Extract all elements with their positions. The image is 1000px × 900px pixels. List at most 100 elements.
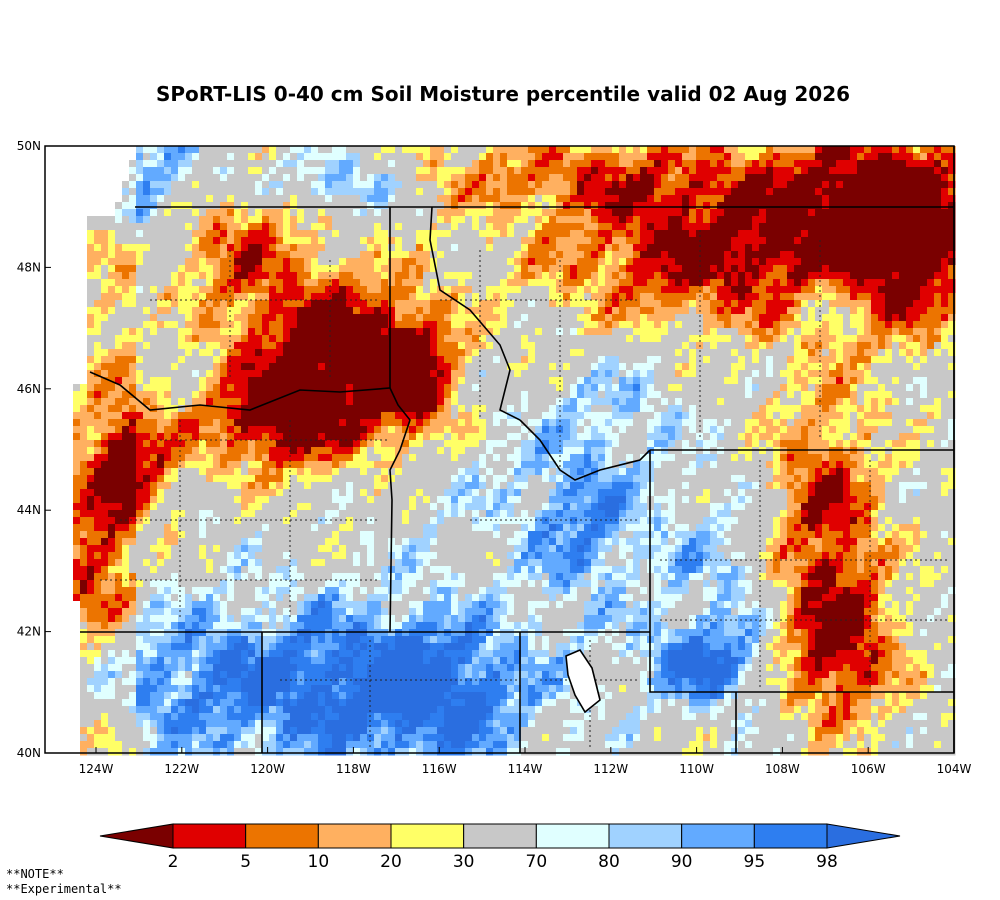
map-cell bbox=[430, 230, 438, 238]
map-cell bbox=[941, 300, 949, 308]
map-cell bbox=[493, 181, 501, 189]
map-cell bbox=[514, 244, 522, 252]
map-cell bbox=[689, 223, 697, 231]
map-cell bbox=[738, 342, 746, 350]
map-cell bbox=[192, 370, 200, 378]
map-cell bbox=[654, 216, 662, 224]
map-cell bbox=[164, 153, 172, 161]
map-cell bbox=[745, 356, 753, 364]
map-cell bbox=[619, 188, 627, 196]
map-cell bbox=[542, 293, 550, 301]
map-cell bbox=[913, 223, 921, 231]
map-cell bbox=[73, 160, 81, 168]
map-cell bbox=[339, 230, 347, 238]
map-cell bbox=[710, 377, 718, 385]
map-cell bbox=[906, 258, 914, 266]
map-cell bbox=[87, 342, 95, 350]
map-cell bbox=[444, 258, 452, 266]
map-cell bbox=[591, 216, 599, 224]
map-cell bbox=[927, 286, 935, 294]
map-cell bbox=[388, 146, 396, 154]
map-cell bbox=[766, 314, 774, 322]
map-cell bbox=[829, 398, 837, 406]
map-cell bbox=[528, 307, 536, 315]
map-cell bbox=[360, 188, 368, 196]
map-cell bbox=[87, 230, 95, 238]
map-cell bbox=[66, 188, 74, 196]
map-cell bbox=[514, 391, 522, 399]
map-cell bbox=[269, 272, 277, 280]
map-cell bbox=[381, 181, 389, 189]
map-cell bbox=[675, 405, 683, 413]
map-cell bbox=[787, 174, 795, 182]
map-cell bbox=[773, 244, 781, 252]
map-cell bbox=[171, 265, 179, 273]
map-cell bbox=[724, 174, 732, 182]
map-cell bbox=[269, 391, 277, 399]
map-cell bbox=[675, 307, 683, 315]
map-cell bbox=[934, 181, 942, 189]
map-cell bbox=[276, 377, 284, 385]
map-cell bbox=[66, 300, 74, 308]
map-cell bbox=[276, 174, 284, 182]
map-cell bbox=[227, 307, 235, 315]
map-cell bbox=[675, 272, 683, 280]
map-cell bbox=[486, 356, 494, 364]
map-cell bbox=[563, 265, 571, 273]
map-cell bbox=[815, 265, 823, 273]
map-cell bbox=[101, 258, 109, 266]
map-cell bbox=[878, 195, 886, 203]
map-cell bbox=[675, 328, 683, 336]
map-cell bbox=[150, 300, 158, 308]
map-cell bbox=[234, 160, 242, 168]
map-cell bbox=[374, 321, 382, 329]
map-cell bbox=[472, 405, 480, 413]
map-cell bbox=[73, 335, 81, 343]
map-cell bbox=[570, 174, 578, 182]
map-cell bbox=[101, 314, 109, 322]
map-cell bbox=[108, 384, 116, 392]
map-cell bbox=[801, 286, 809, 294]
map-cell bbox=[304, 202, 312, 210]
map-cell bbox=[920, 223, 928, 231]
map-cell bbox=[367, 335, 375, 343]
map-cell bbox=[500, 307, 508, 315]
map-cell bbox=[885, 314, 893, 322]
map-cell bbox=[479, 307, 487, 315]
map-cell bbox=[731, 237, 739, 245]
map-cell bbox=[206, 195, 214, 203]
map-cell bbox=[724, 335, 732, 343]
map-cell bbox=[612, 398, 620, 406]
map-cell bbox=[52, 237, 60, 245]
map-cell bbox=[836, 384, 844, 392]
map-cell bbox=[584, 153, 592, 161]
map-cell bbox=[563, 188, 571, 196]
map-cell bbox=[353, 216, 361, 224]
map-cell bbox=[668, 181, 676, 189]
map-cell bbox=[311, 244, 319, 252]
map-cell bbox=[864, 230, 872, 238]
map-cell bbox=[556, 160, 564, 168]
map-cell bbox=[185, 405, 193, 413]
map-cell bbox=[577, 307, 585, 315]
map-cell bbox=[619, 328, 627, 336]
map-cell bbox=[633, 349, 641, 357]
map-cell bbox=[556, 146, 564, 154]
map-cell bbox=[430, 181, 438, 189]
map-cell bbox=[269, 258, 277, 266]
map-cell bbox=[213, 335, 221, 343]
map-cell bbox=[59, 405, 67, 413]
map-cell bbox=[255, 300, 263, 308]
map-cell bbox=[227, 286, 235, 294]
map-cell bbox=[899, 195, 907, 203]
map-cell bbox=[276, 216, 284, 224]
map-cell bbox=[591, 363, 599, 371]
map-cell bbox=[535, 328, 543, 336]
map-cell bbox=[689, 167, 697, 175]
map-cell bbox=[276, 293, 284, 301]
map-cell bbox=[682, 153, 690, 161]
map-cell bbox=[255, 335, 263, 343]
map-cell bbox=[843, 300, 851, 308]
map-cell bbox=[584, 202, 592, 210]
map-cell bbox=[906, 195, 914, 203]
